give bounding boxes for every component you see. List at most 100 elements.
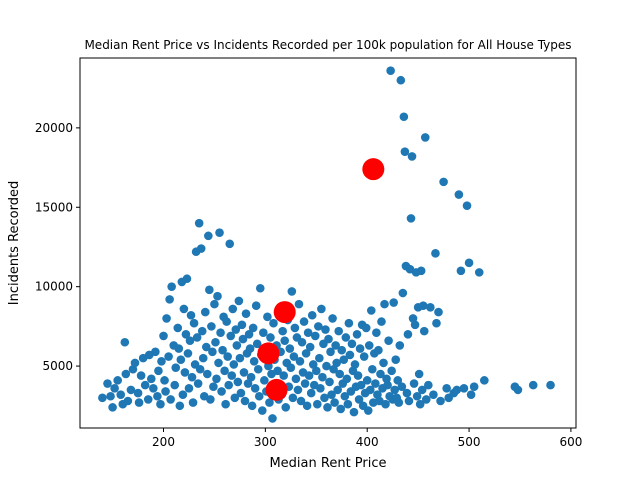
data-point xyxy=(474,268,484,277)
y-tick-label: 10000 xyxy=(35,280,73,294)
data-point xyxy=(160,376,169,385)
x-axis: 200 300 400 500 600 xyxy=(152,428,582,449)
y-axis-label: Incidents Recorded xyxy=(7,181,22,306)
data-point xyxy=(251,301,261,311)
data-point xyxy=(366,306,376,315)
data-point xyxy=(167,282,176,291)
data-point xyxy=(260,376,269,385)
data-point xyxy=(173,323,183,333)
data-point xyxy=(376,369,385,379)
data-point xyxy=(247,401,257,411)
data-point xyxy=(429,390,438,399)
data-point xyxy=(204,231,213,241)
data-point xyxy=(194,218,204,228)
data-point xyxy=(404,396,414,406)
data-point xyxy=(184,384,194,393)
x-tick-label: 600 xyxy=(559,435,582,449)
data-point xyxy=(265,398,274,407)
data-point xyxy=(216,328,225,338)
data-point xyxy=(130,358,140,368)
data-point xyxy=(295,357,305,366)
data-point xyxy=(140,380,150,390)
data-point xyxy=(240,396,250,406)
data-point xyxy=(162,314,171,323)
data-point xyxy=(340,391,350,401)
data-point xyxy=(250,384,260,393)
data-point xyxy=(249,357,259,366)
data-point xyxy=(244,330,254,339)
data-point xyxy=(231,325,241,334)
data-point xyxy=(365,385,375,395)
data-point xyxy=(330,398,339,407)
highlight-point xyxy=(265,378,288,401)
x-axis-label: Median Rent Price xyxy=(269,456,386,471)
data-point xyxy=(434,307,443,317)
data-point xyxy=(200,307,210,317)
data-point xyxy=(321,325,330,334)
data-point xyxy=(241,309,251,318)
x-tick-label: 500 xyxy=(458,435,481,449)
data-point xyxy=(341,333,351,342)
data-point xyxy=(281,403,291,412)
data-point xyxy=(237,320,247,330)
data-point xyxy=(301,349,311,358)
data-point xyxy=(403,330,413,339)
data-point xyxy=(269,318,278,328)
data-point xyxy=(214,358,223,368)
data-point xyxy=(136,371,146,380)
data-point xyxy=(268,414,277,423)
data-point xyxy=(334,326,343,336)
data-point xyxy=(108,403,117,412)
data-point xyxy=(302,401,312,411)
data-point xyxy=(452,385,462,395)
data-point xyxy=(386,66,395,76)
data-point xyxy=(399,112,409,122)
data-point xyxy=(255,283,265,293)
data-point xyxy=(546,380,555,390)
data-point xyxy=(232,341,242,350)
data-point xyxy=(342,374,352,384)
data-point xyxy=(174,344,184,353)
data-point xyxy=(387,366,396,376)
data-point xyxy=(364,341,374,350)
data-point xyxy=(229,360,239,369)
data-point xyxy=(286,363,296,372)
data-point xyxy=(185,336,195,345)
y-tick-label: 20000 xyxy=(35,121,73,135)
data-point xyxy=(436,396,445,406)
data-point xyxy=(217,387,226,396)
data-point xyxy=(226,331,236,341)
data-point xyxy=(409,379,419,388)
data-point xyxy=(304,371,314,380)
data-point xyxy=(170,380,180,390)
data-point xyxy=(300,379,310,388)
data-point xyxy=(332,358,341,368)
data-point xyxy=(406,214,416,223)
data-point xyxy=(362,376,372,385)
data-point xyxy=(318,372,327,382)
data-point xyxy=(343,399,353,409)
data-point xyxy=(359,352,369,361)
data-point xyxy=(178,390,188,399)
data-point xyxy=(313,399,322,409)
data-point xyxy=(153,391,162,401)
data-point xyxy=(188,398,198,407)
data-point xyxy=(239,368,249,377)
data-point xyxy=(197,326,207,336)
data-point xyxy=(133,388,143,398)
data-point xyxy=(420,133,430,142)
data-point xyxy=(331,341,340,350)
highlight-point xyxy=(257,342,280,365)
y-tick-label: 15000 xyxy=(35,200,73,214)
data-point xyxy=(317,304,326,314)
x-tick-label: 200 xyxy=(152,435,175,449)
y-axis: 5000 10000 15000 20000 xyxy=(35,121,80,373)
data-point xyxy=(294,299,304,309)
data-point xyxy=(224,380,233,390)
data-point xyxy=(421,395,431,404)
data-point xyxy=(98,393,107,403)
data-point xyxy=(380,299,389,309)
data-point xyxy=(210,299,219,309)
data-point xyxy=(391,355,401,365)
